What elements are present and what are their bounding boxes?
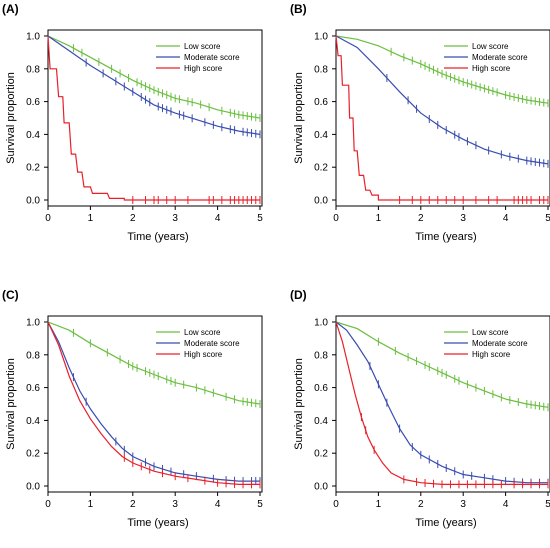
survival-curve bbox=[335, 321, 549, 408]
y-axis-label: Survival proportion bbox=[293, 72, 305, 164]
legend-label: Moderate score bbox=[184, 53, 240, 62]
survival-curve bbox=[335, 35, 549, 165]
x-tick-label: 1 bbox=[88, 499, 94, 510]
x-tick-label: 4 bbox=[215, 499, 221, 510]
plot-frame bbox=[335, 315, 550, 493]
x-tick-label: 0 bbox=[333, 499, 339, 510]
x-tick-label: 0 bbox=[45, 499, 51, 510]
y-tick-label: 0.0 bbox=[314, 196, 328, 207]
panel-label: (A) bbox=[2, 2, 19, 16]
y-tick-label: 0.4 bbox=[314, 130, 328, 141]
x-tick-label: 1 bbox=[376, 213, 382, 224]
y-axis-label: Survival proportion bbox=[293, 358, 305, 450]
x-tick-label: 4 bbox=[215, 213, 221, 224]
y-tick-label: 0.4 bbox=[314, 416, 328, 427]
y-tick-label: 0.2 bbox=[26, 163, 40, 174]
chart-panel: (C) 0 1 2 3 4 5 0.0 0.2 0.4 0.6 0.8 1.0 Time (years) S… bbox=[2, 288, 263, 529]
x-tick-label: 2 bbox=[418, 499, 424, 510]
y-tick-label: 0.6 bbox=[26, 383, 40, 394]
survival-curve bbox=[47, 35, 261, 135]
x-tick-label: 2 bbox=[130, 213, 136, 224]
y-axis-label: Survival proportion bbox=[5, 72, 17, 164]
y-tick-label: 1.0 bbox=[314, 318, 328, 329]
legend-label: Moderate score bbox=[184, 339, 240, 348]
legend-label: Moderate score bbox=[472, 53, 528, 62]
x-tick-label: 5 bbox=[545, 499, 550, 510]
x-tick-label: 3 bbox=[460, 499, 466, 510]
x-tick-label: 3 bbox=[460, 213, 466, 224]
y-tick-label: 0.2 bbox=[314, 163, 328, 174]
chart-panel: (D) 0 1 2 3 4 5 0.0 0.2 0.4 0.6 0.8 1.0 Time (years) S… bbox=[290, 288, 550, 529]
x-tick-label: 4 bbox=[503, 213, 509, 224]
x-tick-label: 3 bbox=[172, 499, 178, 510]
y-axis-label: Survival proportion bbox=[5, 358, 17, 450]
x-axis-label: Time (years) bbox=[415, 231, 476, 243]
y-tick-label: 0.6 bbox=[26, 97, 40, 108]
panel-label: (B) bbox=[290, 2, 307, 16]
y-tick-label: 1.0 bbox=[26, 32, 40, 43]
y-tick-label: 0.6 bbox=[314, 383, 328, 394]
legend-label: High score bbox=[472, 350, 511, 359]
survival-curve bbox=[47, 35, 260, 201]
legend-label: Low score bbox=[184, 328, 221, 337]
y-tick-label: 0.8 bbox=[26, 64, 40, 75]
y-tick-label: 0.0 bbox=[26, 196, 40, 207]
y-tick-label: 0.2 bbox=[26, 449, 40, 460]
plot-frame bbox=[47, 315, 263, 493]
legend-label: Low score bbox=[184, 42, 221, 51]
x-tick-label: 5 bbox=[545, 213, 550, 224]
y-tick-label: 0.4 bbox=[26, 130, 40, 141]
survival-curve bbox=[335, 35, 549, 104]
y-tick-label: 0.8 bbox=[314, 350, 328, 361]
plot-frame bbox=[47, 29, 263, 207]
y-tick-label: 0.0 bbox=[26, 482, 40, 493]
x-tick-label: 5 bbox=[257, 213, 263, 224]
panel-label: (C) bbox=[2, 288, 19, 302]
y-tick-label: 1.0 bbox=[314, 32, 328, 43]
chart-panel: (A) 0 1 2 3 4 5 0.0 0.2 0.4 0.6 0.8 1.0 Time (years) S… bbox=[2, 2, 263, 243]
x-tick-label: 3 bbox=[172, 213, 178, 224]
survival-curve bbox=[47, 321, 260, 485]
legend-label: Low score bbox=[472, 328, 509, 337]
legend-label: High score bbox=[472, 64, 511, 73]
x-axis-label: Time (years) bbox=[415, 517, 476, 529]
chart-panel: (B) 0 1 2 3 4 5 0.0 0.2 0.4 0.6 0.8 1.0 Time (years) S… bbox=[290, 2, 550, 243]
survival-curve bbox=[47, 35, 261, 119]
x-tick-label: 4 bbox=[503, 499, 509, 510]
x-tick-label: 2 bbox=[130, 499, 136, 510]
y-tick-label: 0.8 bbox=[314, 64, 328, 75]
legend-label: Low score bbox=[472, 42, 509, 51]
x-tick-label: 0 bbox=[333, 213, 339, 224]
x-tick-label: 1 bbox=[88, 213, 94, 224]
legend-label: High score bbox=[184, 350, 223, 359]
y-tick-label: 0.6 bbox=[314, 97, 328, 108]
survival-curve bbox=[335, 35, 548, 201]
x-axis-label: Time (years) bbox=[127, 517, 188, 529]
y-tick-label: 0.0 bbox=[314, 482, 328, 493]
plot-frame bbox=[335, 29, 550, 207]
x-tick-label: 1 bbox=[376, 499, 382, 510]
y-tick-label: 1.0 bbox=[26, 318, 40, 329]
survival-curve bbox=[47, 321, 260, 482]
legend-label: Moderate score bbox=[472, 339, 528, 348]
x-tick-label: 2 bbox=[418, 213, 424, 224]
panel-label: (D) bbox=[290, 288, 307, 302]
y-tick-label: 0.8 bbox=[26, 350, 40, 361]
legend-label: High score bbox=[184, 64, 223, 73]
y-tick-label: 0.4 bbox=[26, 416, 40, 427]
y-tick-label: 0.2 bbox=[314, 449, 328, 460]
x-tick-label: 5 bbox=[257, 499, 263, 510]
survival-curve bbox=[335, 321, 548, 484]
x-tick-label: 0 bbox=[45, 213, 51, 224]
x-axis-label: Time (years) bbox=[127, 231, 188, 243]
